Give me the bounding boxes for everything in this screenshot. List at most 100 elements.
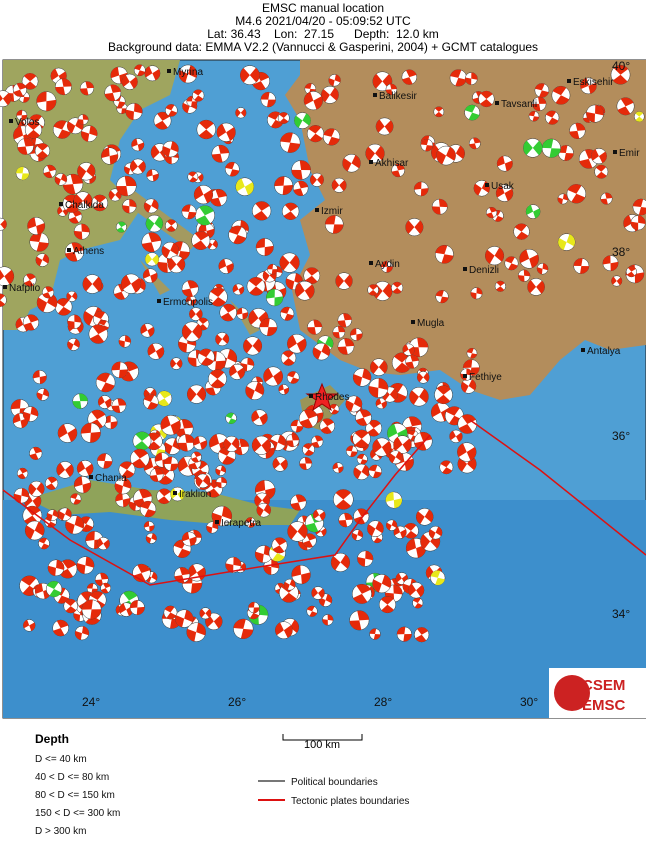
- beachball: [208, 369, 227, 389]
- lon-label: 26°: [228, 695, 246, 709]
- beachball: [349, 328, 363, 341]
- beachball: [145, 532, 157, 544]
- city-marker: [463, 267, 467, 271]
- city-marker: [613, 150, 617, 154]
- beachball: [625, 266, 637, 278]
- beachball: [306, 125, 325, 143]
- beachball: [167, 255, 186, 274]
- beachball: [415, 508, 434, 526]
- beachball: [328, 74, 341, 87]
- beachball: [160, 415, 181, 436]
- lat-label: 40°: [612, 59, 630, 73]
- city-label: Chalkida: [65, 200, 104, 211]
- beachball: [385, 491, 403, 509]
- beachball: [23, 619, 36, 632]
- city-marker: [167, 69, 171, 73]
- beachball: [525, 204, 541, 219]
- beachball: [22, 406, 39, 422]
- beachball: [52, 120, 72, 139]
- beachball: [566, 184, 587, 204]
- scale-bar: [282, 734, 363, 741]
- beachball: [77, 114, 89, 125]
- beachball: [263, 559, 280, 576]
- beachball: [312, 508, 326, 522]
- beachball: [24, 121, 43, 139]
- beachball: [23, 273, 37, 287]
- beachball: [13, 487, 30, 504]
- beachball: [468, 137, 481, 150]
- beachball: [401, 69, 418, 85]
- beachball: [34, 143, 51, 159]
- beachball: [372, 574, 392, 594]
- beachball: [28, 480, 45, 497]
- beachball: [248, 308, 269, 329]
- beachball: [100, 582, 112, 594]
- city-label: Izmir: [321, 206, 343, 217]
- beachball: [246, 277, 266, 296]
- beachball: [369, 628, 381, 640]
- beachball: [132, 563, 151, 583]
- city-label: Usak: [491, 181, 515, 192]
- beachball: [393, 435, 412, 454]
- city-label: Myrina: [173, 67, 203, 78]
- beachball: [470, 287, 483, 300]
- beachball: [433, 106, 445, 118]
- beachball: [435, 244, 454, 264]
- beachball: [311, 586, 325, 600]
- beachball: [219, 303, 237, 322]
- beachball: [630, 215, 646, 231]
- beachball: [367, 284, 379, 296]
- beachball: [224, 161, 240, 177]
- beachball: [130, 448, 150, 469]
- beachball: [307, 319, 323, 335]
- lon-label: 30°: [520, 695, 538, 709]
- beachball: [56, 461, 74, 479]
- beachball: [353, 463, 370, 481]
- beachball: [72, 393, 89, 409]
- beachball: [80, 422, 101, 443]
- city-marker: [215, 520, 219, 524]
- beachball: [256, 502, 272, 518]
- beachball: [303, 91, 323, 111]
- beachball: [187, 384, 207, 404]
- beachball: [22, 505, 43, 526]
- beachball: [431, 198, 448, 215]
- beachball: [38, 537, 50, 550]
- beachball: [332, 325, 346, 339]
- city-marker: [373, 93, 377, 97]
- beachball: [118, 335, 132, 348]
- beachball: [319, 418, 336, 434]
- beachball: [527, 278, 545, 296]
- beachball: [74, 625, 90, 641]
- beachball: [322, 614, 334, 626]
- beachball: [385, 83, 398, 96]
- beachball: [280, 306, 295, 321]
- beachball: [368, 464, 382, 479]
- beachball: [283, 578, 296, 591]
- beachball: [42, 286, 55, 299]
- beachball: [82, 274, 103, 294]
- beachball: [17, 138, 34, 155]
- city-label: Tavsanli: [501, 99, 537, 110]
- beachball: [306, 605, 318, 617]
- beachball: [97, 395, 112, 409]
- city-marker: [59, 202, 63, 206]
- beachball: [240, 65, 260, 85]
- city-marker: [567, 79, 571, 83]
- beachball: [141, 232, 162, 253]
- legend-title: Depth: [35, 732, 69, 746]
- lat-label: 36°: [612, 429, 630, 443]
- beachball: [58, 507, 72, 521]
- beachball: [91, 194, 109, 212]
- beachball: [181, 280, 199, 298]
- beachball: [236, 307, 249, 320]
- beachball: [290, 494, 307, 511]
- beachball: [460, 378, 477, 394]
- beachball: [279, 132, 301, 153]
- beachball: [351, 583, 372, 604]
- city-marker: [9, 119, 13, 123]
- beachball: [52, 619, 69, 637]
- lon-label: 28°: [374, 695, 392, 709]
- city-label: Aydin: [375, 259, 400, 270]
- beachball: [380, 260, 393, 273]
